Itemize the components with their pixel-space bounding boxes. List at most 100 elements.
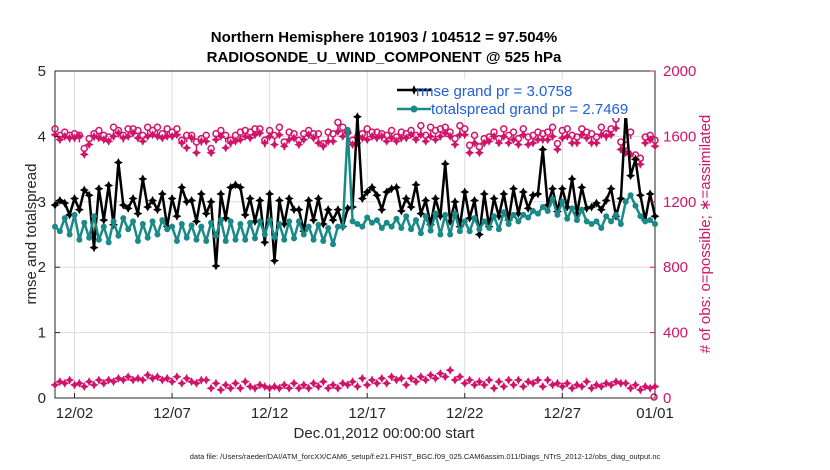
totalspread-point [466, 228, 473, 235]
obs-low-track-marker [450, 375, 460, 385]
obs-low-track-marker [430, 373, 440, 383]
obs-assimilated-marker [430, 135, 440, 145]
totalspread-point [373, 217, 380, 224]
obs-low-track-marker [343, 380, 353, 390]
obs-low-track-marker [621, 378, 631, 388]
rmse-point [235, 182, 245, 192]
totalspread-point [237, 221, 244, 228]
rmse-point [557, 184, 567, 194]
obs-low-track-marker [362, 380, 372, 390]
obs-assimilated-marker [601, 131, 611, 141]
obs-low-track-marker [245, 382, 255, 392]
rmse-point [304, 195, 314, 205]
totalspread-point [173, 238, 180, 245]
totalspread-point [349, 218, 356, 225]
totalspread-point [549, 196, 556, 203]
legend-background [392, 79, 654, 118]
totalspread-point [603, 213, 610, 220]
obs-assimilated-marker [557, 133, 567, 143]
rmse-point [84, 190, 94, 200]
rmse-point [538, 144, 548, 154]
obs-low-track-marker [338, 378, 348, 388]
rmse-point [123, 203, 133, 213]
obs-assimilated-marker [128, 128, 138, 138]
obs-low-track-marker [499, 382, 509, 392]
obs-low-track-marker [323, 383, 333, 393]
obs-assimilated-marker [152, 131, 162, 141]
obs-low-track-marker [313, 382, 323, 392]
rmse-point [133, 209, 143, 219]
obs-low-track-marker [70, 380, 80, 390]
totalspread-point [247, 219, 254, 226]
obs-low-track-marker [123, 372, 133, 382]
totalspread-point [437, 231, 444, 238]
obs-low-track-marker [640, 382, 650, 392]
rmse-point [70, 194, 80, 204]
plot-frame [54, 70, 656, 399]
obs-assimilated-marker [352, 138, 362, 148]
totalspread-point [388, 223, 395, 230]
rmse-point [89, 243, 99, 253]
rmse-point [284, 194, 294, 204]
obs-assimilated-marker [201, 136, 211, 146]
obs-assimilated-marker [338, 131, 348, 141]
obs-low-track-marker [387, 372, 397, 382]
totalspread-point [647, 217, 654, 224]
obs-assimilated-marker [426, 131, 436, 141]
obs-assimilated-marker [465, 148, 475, 158]
rmse-point [50, 200, 60, 210]
rmse-point [177, 182, 187, 192]
obs-low-track-marker [523, 377, 533, 387]
obs-low-track-marker [79, 382, 89, 392]
totalspread-point [554, 211, 561, 218]
totalspread-point [227, 218, 234, 225]
obs-low-track-marker [99, 378, 109, 388]
totalspread-point [193, 236, 200, 243]
totalspread-point [500, 209, 507, 216]
obs-assimilated-marker [582, 133, 592, 143]
obs-low-track-marker [567, 383, 577, 393]
obs-low-track-marker [279, 380, 289, 390]
obs-assimilated-marker [265, 131, 275, 141]
totalspread-point [208, 219, 215, 226]
rmse-point [596, 205, 606, 215]
obs-assimilated-marker [367, 131, 377, 141]
obs-low-track-marker [421, 375, 431, 385]
rmse-point [74, 205, 84, 215]
obs-assimilated-marker [479, 138, 489, 148]
totalspread-point [86, 234, 93, 241]
totalspread-point [583, 218, 590, 225]
chart-title: Northern Hemisphere 101903 / 104512 = 97… [211, 29, 557, 46]
obs-assimilated-marker [318, 141, 328, 151]
obs-low-track-marker [528, 378, 538, 388]
obs-assimilated-marker [577, 130, 587, 140]
rmse-point [582, 203, 592, 213]
obs-assimilated-marker [191, 148, 201, 158]
x-axis-label: Dec.01,2012 00:00:00 start [294, 425, 476, 442]
obs-low-track-marker [470, 380, 480, 390]
rmse-point [79, 185, 89, 195]
totalspread-point [271, 234, 278, 241]
obs-assimilated-marker [474, 148, 484, 158]
obs-low-track-marker [401, 380, 411, 390]
obs-assimilated-marker [411, 135, 421, 145]
rmse-point [509, 184, 519, 194]
rmse-point [533, 189, 543, 199]
obs-low-track-marker [221, 380, 231, 390]
obs-assimilated-marker [177, 138, 187, 148]
rmse-point [216, 189, 226, 199]
rmse-point [548, 184, 558, 194]
totalspread-point [515, 218, 522, 225]
totalspread-point [491, 213, 498, 220]
obs-low-track-marker [274, 383, 284, 393]
obs-assimilated-marker [133, 133, 143, 143]
obs-low-track-marker [104, 375, 114, 385]
totalspread-point [452, 210, 458, 217]
obs-assimilated-marker [250, 130, 260, 140]
obs-assimilated-marker [65, 133, 75, 143]
totalspread-point [217, 217, 224, 224]
totalspread-point [159, 217, 166, 224]
obs-low-track-marker [596, 382, 606, 392]
rmse-point [499, 189, 509, 199]
obs-low-track-marker [191, 378, 201, 388]
